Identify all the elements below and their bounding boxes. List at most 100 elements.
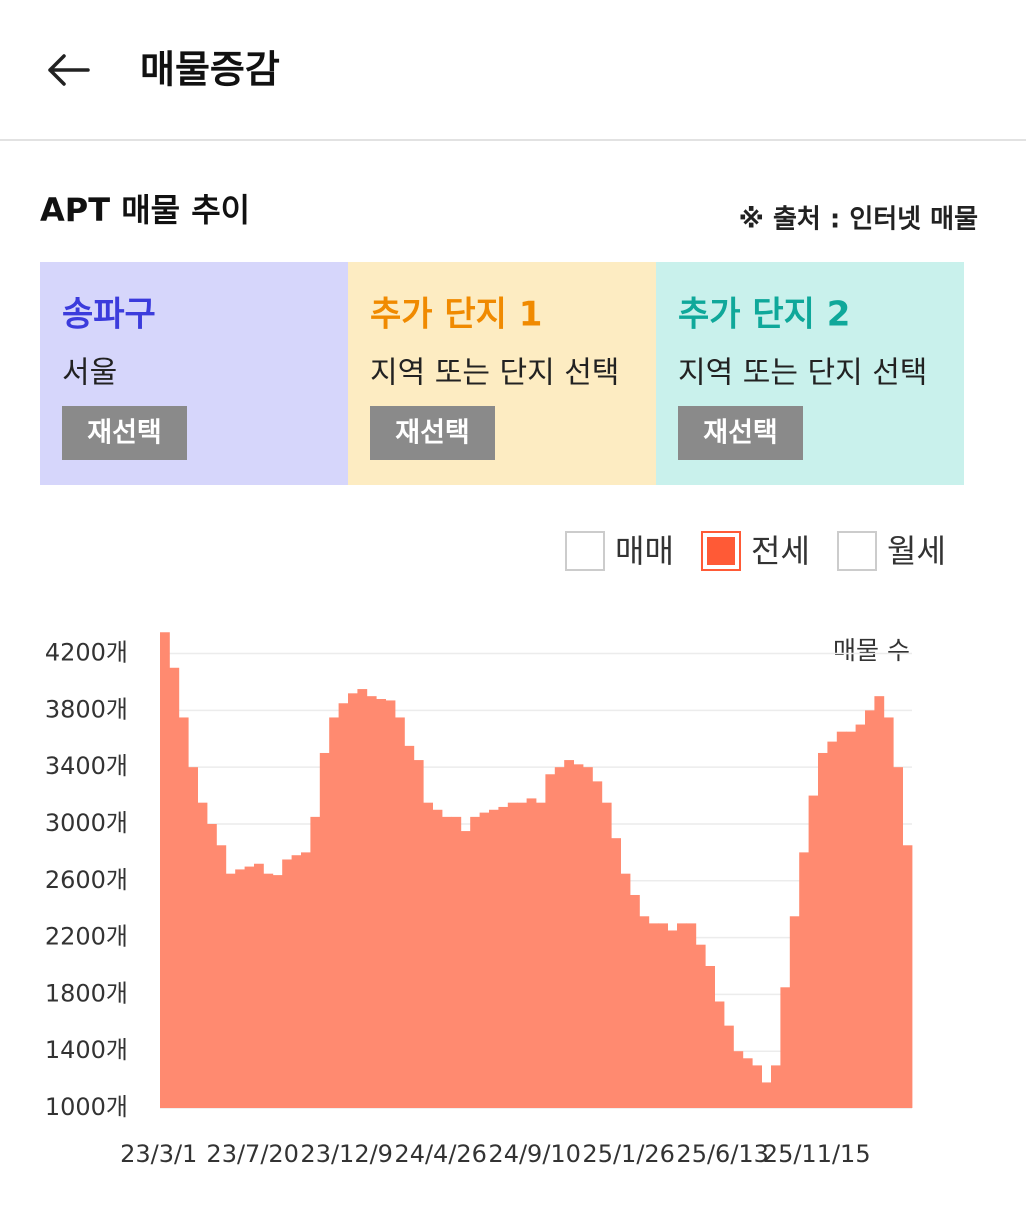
bar <box>348 693 358 1108</box>
bar <box>413 760 424 1108</box>
y-tick-label: 3000개 <box>45 809 128 837</box>
y-axis-label: 매물 수 <box>833 636 910 665</box>
bar <box>225 873 236 1108</box>
x-tick-label: 23/3/1 <box>120 1140 197 1168</box>
header-title: 매물증감 <box>140 48 280 92</box>
bar <box>592 781 603 1108</box>
reselect-button[interactable] <box>370 406 495 460</box>
bar <box>902 845 913 1108</box>
bar <box>291 855 302 1108</box>
bar <box>733 1051 744 1108</box>
bar <box>460 831 471 1108</box>
bar <box>780 987 791 1108</box>
section-title: APT 매물 추이 <box>40 191 250 229</box>
bar <box>329 717 339 1108</box>
card-subtitle: 서울 <box>62 356 117 391</box>
reselect-label[interactable]: 재선택 <box>703 418 778 449</box>
bar <box>498 806 509 1108</box>
legend-label[interactable]: 전세 <box>751 532 810 570</box>
bar <box>677 923 687 1108</box>
checkbox[interactable] <box>565 531 605 571</box>
bar <box>357 689 368 1108</box>
bar <box>244 866 255 1108</box>
bar <box>554 767 565 1108</box>
bar <box>263 873 274 1108</box>
bar <box>235 869 245 1108</box>
bar <box>705 965 715 1108</box>
card-subtitle: 지역 또는 단지 선택 <box>370 356 619 391</box>
legend-label[interactable]: 매매 <box>615 532 674 570</box>
back-arrow[interactable] <box>48 54 90 86</box>
bar <box>808 795 819 1108</box>
bar <box>338 703 349 1108</box>
bar <box>564 760 574 1108</box>
x-tick-label: 23/12/9 <box>300 1140 393 1168</box>
bar <box>639 916 650 1108</box>
bar <box>404 745 415 1108</box>
bar <box>836 731 847 1108</box>
bar <box>573 764 584 1108</box>
bar <box>648 923 659 1108</box>
card-title: 추가 단지 2 <box>678 295 850 335</box>
card-title: 송파구 <box>62 295 156 335</box>
bar <box>611 838 621 1108</box>
reselect-label[interactable]: 재선택 <box>395 418 470 449</box>
bar <box>507 802 518 1108</box>
bar <box>432 809 443 1108</box>
bar <box>818 752 828 1108</box>
bar <box>451 816 462 1108</box>
bar <box>178 717 189 1108</box>
bar <box>771 1065 781 1108</box>
y-tick-label: 2200개 <box>45 923 128 951</box>
bar <box>395 717 405 1108</box>
bar <box>761 1082 772 1108</box>
y-tick-label: 2600개 <box>45 866 128 894</box>
reselect-button[interactable] <box>678 406 803 460</box>
bar <box>714 1001 725 1108</box>
x-tick-label: 24/9/10 <box>488 1140 581 1168</box>
bar <box>827 741 838 1108</box>
bar <box>667 930 678 1108</box>
bar <box>160 632 170 1108</box>
bar <box>883 717 894 1108</box>
bar <box>601 802 612 1108</box>
bar <box>893 767 903 1108</box>
checkbox-fill[interactable] <box>707 537 735 565</box>
y-tick-label: 3400개 <box>45 752 128 780</box>
x-tick-label: 25/6/13 <box>676 1140 769 1168</box>
bar <box>366 696 377 1108</box>
bar <box>272 875 283 1108</box>
card-subtitle: 지역 또는 단지 선택 <box>678 356 927 391</box>
bar <box>536 802 546 1108</box>
bar <box>742 1058 753 1108</box>
x-tick-label: 23/7/20 <box>206 1140 299 1168</box>
bar <box>517 802 527 1108</box>
bar <box>658 923 668 1108</box>
reselect-button[interactable] <box>62 406 187 460</box>
bar <box>423 802 433 1108</box>
x-tick-label: 25/11/15 <box>763 1140 871 1168</box>
reselect-label[interactable]: 재선택 <box>87 418 162 449</box>
x-tick-label: 24/4/26 <box>394 1140 487 1168</box>
bar <box>526 798 537 1108</box>
bar <box>216 845 227 1108</box>
bar <box>376 699 386 1108</box>
bar <box>319 752 330 1108</box>
bar <box>169 667 180 1108</box>
x-tick-label: 25/1/26 <box>582 1140 675 1168</box>
bar <box>197 802 208 1108</box>
bar <box>855 724 866 1108</box>
y-tick-label: 1000개 <box>45 1093 128 1121</box>
bar <box>545 774 556 1108</box>
bar <box>846 731 856 1108</box>
bar <box>789 916 800 1108</box>
checkbox[interactable] <box>837 531 877 571</box>
legend-label[interactable]: 월세 <box>887 532 946 570</box>
y-tick-label: 1400개 <box>45 1036 128 1064</box>
bar <box>752 1065 762 1108</box>
bar <box>620 873 631 1108</box>
bar <box>442 816 452 1108</box>
bar <box>310 816 321 1108</box>
bar <box>254 863 264 1108</box>
